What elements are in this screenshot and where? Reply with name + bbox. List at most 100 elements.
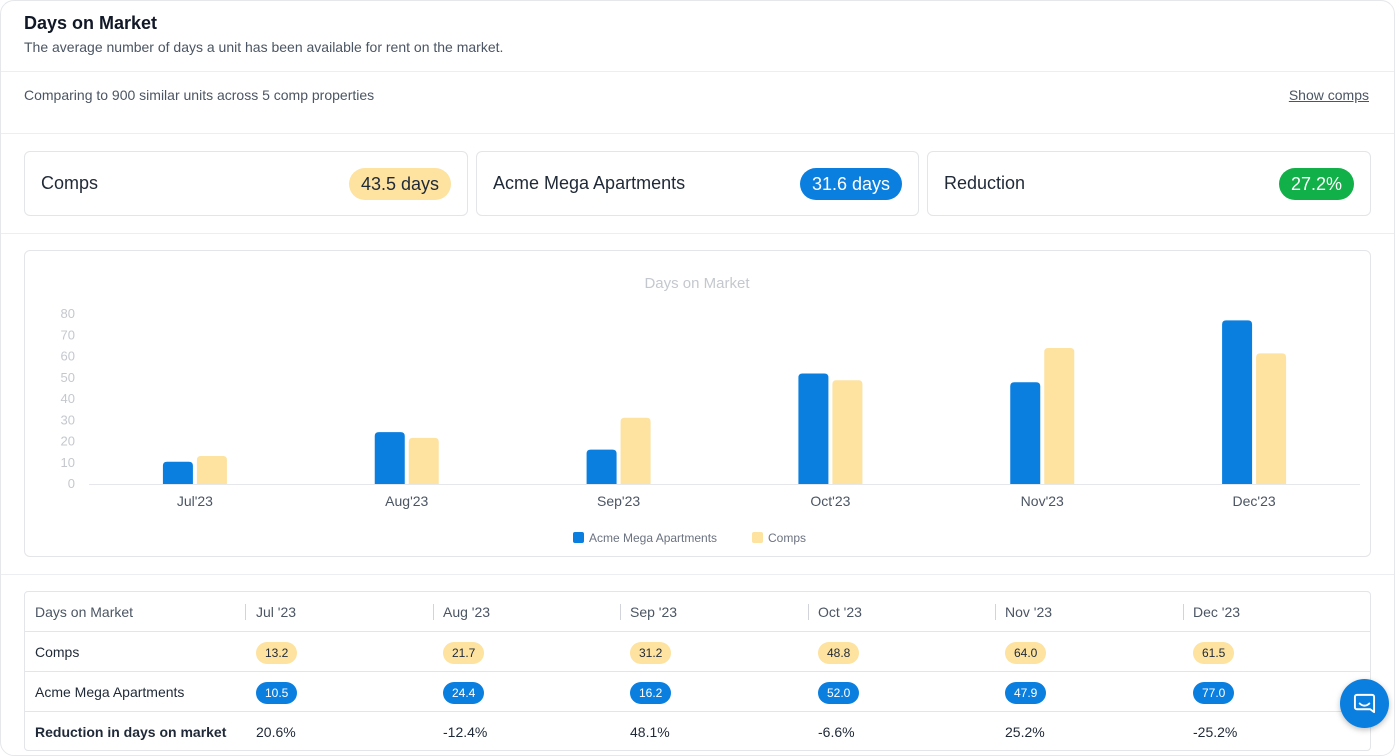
table-cell: 25.2% <box>1005 724 1045 740</box>
table-cell: 13.2 <box>256 632 298 672</box>
x-tick-label: Oct'23 <box>810 493 850 509</box>
chat-icon <box>1353 693 1376 714</box>
column-divider <box>808 604 809 620</box>
bar-comps <box>196 455 227 484</box>
bar-property <box>1222 320 1253 484</box>
table-header-month: Aug '23 <box>443 604 491 620</box>
card-title: Days on Market <box>24 13 158 33</box>
row-label: Comps <box>35 644 80 660</box>
x-tick-label: Dec'23 <box>1233 493 1276 509</box>
y-tick-label: 40 <box>61 391 75 406</box>
y-tick-label: 30 <box>61 412 75 427</box>
comparison-text: Comparing to 900 similar units across 5 … <box>24 87 375 103</box>
legend-swatch <box>752 532 763 543</box>
bar-comps <box>832 380 863 484</box>
value-badge: 52.0 <box>818 682 860 705</box>
column-divider <box>433 604 434 620</box>
table-cell: 52.0 <box>818 672 860 712</box>
bar-comps <box>1256 353 1287 484</box>
table-header-label: Days on Market <box>35 604 134 620</box>
value-badge: 61.5 <box>1193 642 1235 665</box>
value-badge: 47.9 <box>1005 682 1047 705</box>
table-row-property: Acme Mega Apartments 10.5 24.4 16.2 52.0… <box>25 672 1370 712</box>
stat-label: Reduction <box>944 173 1026 193</box>
y-tick-label: 20 <box>61 434 75 449</box>
table-cell: 10.5 <box>256 672 298 712</box>
table-header-month: Nov '23 <box>1005 604 1053 620</box>
y-tick-label: 80 <box>61 306 75 321</box>
divider <box>1 233 1394 234</box>
value-badge: 64.0 <box>1005 642 1047 665</box>
card-header: Days on Market The average number of day… <box>1 1 1394 72</box>
value-badge: 24.4 <box>443 682 485 705</box>
value-badge: 48.8 <box>818 642 860 665</box>
table-cell: 48.8 <box>818 632 860 672</box>
card-subtitle: The average number of days a unit has be… <box>24 39 504 55</box>
value-badge: 21.7 <box>443 642 485 665</box>
table-cell: 31.2 <box>630 632 672 672</box>
stat-value-badge: 27.2% <box>1278 168 1354 200</box>
row-label: Reduction in days on market <box>35 724 227 740</box>
bar-property <box>162 461 193 484</box>
chart-container: Days on Market 0 10 20 30 40 50 60 70 80 Jul'23 Aug… <box>24 250 1371 557</box>
bar-comps <box>408 437 439 484</box>
table-cell: -25.2% <box>1193 724 1238 740</box>
x-tick-label: Jul'23 <box>177 493 213 509</box>
column-divider <box>620 604 621 620</box>
column-divider <box>245 604 246 620</box>
stat-value-badge: 43.5 days <box>348 168 451 200</box>
table-cell: -12.4% <box>443 724 488 740</box>
y-tick-label: 60 <box>61 349 75 364</box>
show-comps-link[interactable]: Show comps <box>1288 87 1369 103</box>
bar-comps <box>620 417 651 484</box>
x-tick-label: Sep'23 <box>597 493 640 509</box>
table-cell: 64.0 <box>1005 632 1047 672</box>
table-header-month: Jul '23 <box>256 604 297 620</box>
legend-swatch <box>573 532 584 543</box>
stat-label: Acme Mega Apartments <box>493 173 686 193</box>
table-cell: 16.2 <box>630 672 672 712</box>
stat-label: Comps <box>41 173 99 193</box>
y-tick-label: 0 <box>68 476 75 491</box>
bar-comps <box>1044 348 1075 484</box>
table-header-month: Dec '23 <box>1193 604 1241 620</box>
legend-label: Acme Mega Apartments <box>589 531 717 545</box>
stat-card-property: Acme Mega Apartments 31.6 days <box>476 151 919 216</box>
bar-chart: Days on Market 0 10 20 30 40 50 60 70 80 Jul'23 Aug… <box>61 275 1360 545</box>
chat-button[interactable] <box>1340 679 1389 728</box>
row-label: Acme Mega Apartments <box>35 684 185 700</box>
value-badge: 13.2 <box>256 642 298 665</box>
table-header-row: Days on Market Jul '23 Aug '23 Sep '23 O… <box>25 592 1370 632</box>
table-header-month: Oct '23 <box>818 604 862 620</box>
bar-property <box>374 432 405 484</box>
table-cell: 24.4 <box>443 672 485 712</box>
y-tick-label: 10 <box>61 455 75 470</box>
y-tick-label: 50 <box>61 370 75 385</box>
table-cell: 20.6% <box>256 724 296 740</box>
x-tick-label: Nov'23 <box>1021 493 1064 509</box>
divider <box>1 574 1394 575</box>
chart-title: Days on Market <box>644 275 750 292</box>
y-tick-label: 70 <box>61 327 75 342</box>
bar-property <box>798 373 829 484</box>
data-table: Days on Market Jul '23 Aug '23 Sep '23 O… <box>24 591 1371 751</box>
table-cell: -6.6% <box>818 724 855 740</box>
value-badge: 10.5 <box>256 682 298 705</box>
column-divider <box>995 604 996 620</box>
stat-card-reduction: Reduction 27.2% <box>927 151 1371 216</box>
table-row-reduction: Reduction in days on market 20.6% -12.4%… <box>25 712 1370 752</box>
table-cell: 61.5 <box>1193 632 1235 672</box>
value-badge: 77.0 <box>1193 682 1235 705</box>
legend-label: Comps <box>768 531 806 545</box>
stat-value-badge: 31.6 days <box>799 168 902 200</box>
x-tick-label: Aug'23 <box>385 493 428 509</box>
comparison-bar: Comparing to 900 similar units across 5 … <box>1 72 1394 134</box>
bar-property <box>1010 382 1041 484</box>
table-cell: 48.1% <box>630 724 670 740</box>
table-cell: 47.9 <box>1005 672 1047 712</box>
stat-card-comps: Comps 43.5 days <box>24 151 468 216</box>
bar-property <box>586 449 617 484</box>
value-badge: 16.2 <box>630 682 672 705</box>
value-badge: 31.2 <box>630 642 672 665</box>
